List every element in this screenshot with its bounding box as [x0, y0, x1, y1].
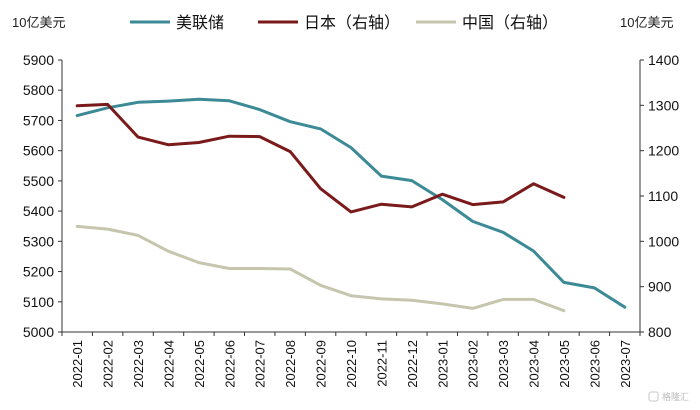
x-tick-label: 2022-06 — [222, 340, 237, 388]
right-tick-label: 800 — [648, 324, 672, 340]
x-tick-label: 2022-04 — [161, 340, 176, 388]
series-line-3 — [75, 224, 566, 313]
x-tick-label: 2023-04 — [527, 340, 542, 388]
left-tick-label: 5400 — [23, 203, 54, 219]
left-tick-label: 5100 — [23, 294, 54, 310]
x-tick-label: 2022-07 — [253, 340, 268, 388]
left-tick-label: 5800 — [23, 82, 54, 98]
x-tick-label: 2022-08 — [283, 340, 298, 388]
right-tick-label: 1300 — [648, 97, 679, 113]
legend: 美联储 日本（右轴） 中国（右轴） — [130, 14, 558, 32]
watermark-text: 格隆汇 — [662, 391, 689, 402]
x-tick-label: 2022-11 — [374, 340, 389, 387]
x-tick-label: 2022-10 — [344, 340, 359, 388]
x-tick-label: 2023-01 — [435, 340, 450, 388]
x-tick-label: 2022-09 — [314, 340, 329, 388]
right-tick-label: 900 — [648, 279, 672, 295]
right-tick-label: 1000 — [648, 233, 679, 249]
left-tick-label: 5900 — [23, 52, 54, 68]
x-tick-label: 2022-05 — [192, 340, 207, 388]
x-tick-label: 2023-07 — [618, 340, 633, 388]
legend-label-1: 美联储 — [176, 14, 224, 32]
x-tick-label: 2022-01 — [70, 340, 85, 388]
x-tick-label: 2023-05 — [557, 340, 572, 388]
right-tick-label: 1200 — [648, 143, 679, 159]
left-tick-label: 5700 — [23, 112, 54, 128]
series-layer — [75, 97, 627, 313]
x-tick-label: 2022-03 — [131, 340, 146, 388]
left-tick-label: 5500 — [23, 173, 54, 189]
x-tick-label: 2023-06 — [587, 340, 602, 388]
left-tick-label: 5000 — [23, 324, 54, 340]
x-tick-label: 2022-12 — [405, 340, 420, 388]
left-tick-label: 5300 — [23, 233, 54, 249]
x-tick-label: 2023-03 — [496, 340, 511, 388]
left-axis-unit: 10亿美元 — [12, 15, 65, 30]
series-line-1 — [75, 97, 627, 309]
x-tick-label: 2022-02 — [101, 340, 116, 388]
left-tick-label: 5200 — [23, 264, 54, 280]
series-line-2 — [75, 102, 566, 214]
right-tick-label: 1400 — [648, 52, 679, 68]
legend-label-3: 中国（右轴） — [462, 14, 558, 32]
x-tick-label: 2023-02 — [466, 340, 481, 388]
axes: 5000 5100 5200 5300 5400 5500 5600 5700 5800 5900… — [23, 52, 680, 388]
legend-label-2: 日本（右轴） — [304, 14, 400, 32]
left-tick-label: 5600 — [23, 143, 54, 159]
right-tick-label: 1100 — [648, 188, 678, 204]
right-axis-unit: 10亿美元 — [620, 15, 673, 30]
watermark: 格隆汇 — [648, 391, 689, 402]
